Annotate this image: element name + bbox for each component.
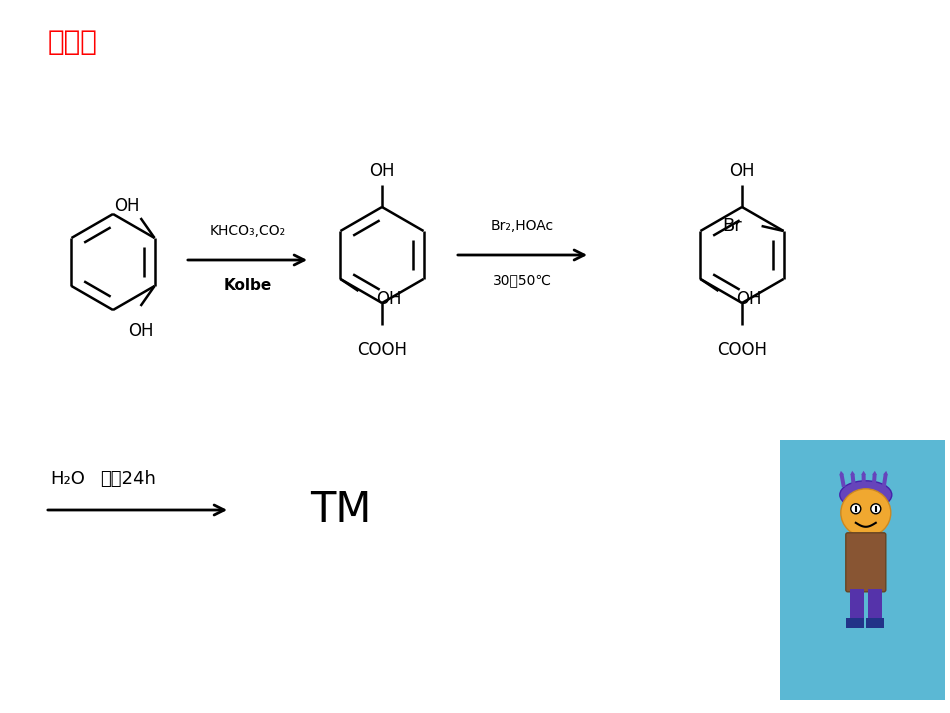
- Text: Br: Br: [722, 217, 742, 235]
- FancyArrow shape: [872, 471, 877, 487]
- Text: Br₂,HOAc: Br₂,HOAc: [491, 219, 554, 233]
- Text: 合成：: 合成：: [48, 28, 98, 56]
- Text: Kolbe: Kolbe: [223, 278, 272, 293]
- FancyArrow shape: [850, 471, 856, 487]
- Bar: [867, 589, 882, 619]
- Bar: [850, 589, 864, 619]
- Text: H₂O: H₂O: [50, 470, 85, 488]
- Text: OH: OH: [128, 322, 153, 340]
- FancyArrow shape: [861, 471, 866, 487]
- Ellipse shape: [840, 481, 892, 509]
- Text: OH: OH: [370, 162, 395, 180]
- Bar: [780, 440, 945, 700]
- Text: OH: OH: [736, 290, 762, 308]
- FancyArrow shape: [839, 471, 846, 487]
- Text: COOH: COOH: [357, 341, 407, 359]
- Circle shape: [851, 504, 861, 514]
- Text: OH: OH: [376, 290, 402, 308]
- Circle shape: [871, 504, 881, 514]
- Bar: [846, 617, 864, 628]
- Text: OH: OH: [730, 162, 754, 180]
- FancyArrow shape: [882, 471, 888, 487]
- Text: TM: TM: [310, 489, 371, 531]
- FancyBboxPatch shape: [846, 533, 885, 592]
- Text: COOH: COOH: [717, 341, 767, 359]
- Text: OH: OH: [114, 197, 140, 215]
- Text: KHCO₃,CO₂: KHCO₃,CO₂: [209, 224, 286, 238]
- Bar: [865, 617, 884, 628]
- Ellipse shape: [841, 489, 891, 537]
- Text: 30～50℃: 30～50℃: [493, 273, 552, 287]
- Text: 回流24h: 回流24h: [100, 470, 156, 488]
